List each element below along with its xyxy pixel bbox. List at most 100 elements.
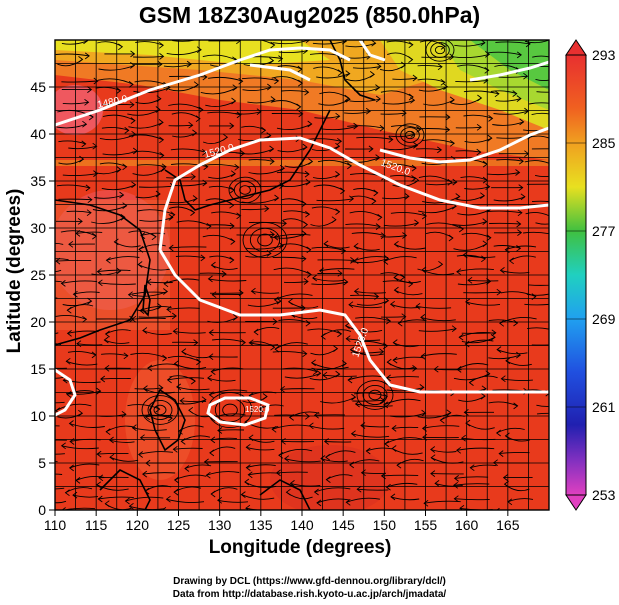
streamline-arrow [411,164,417,172]
streamline [393,356,425,361]
streamline [162,509,163,510]
streamline [180,400,207,403]
streamline [136,414,173,419]
streamline [176,386,210,391]
streamline-arrow [65,357,71,365]
streamline [524,160,549,164]
streamline-arrow [208,353,214,361]
streamline-arrow [377,213,383,221]
streamline [99,162,127,168]
streamline [381,316,406,318]
streamline [350,294,379,297]
streamline [531,344,549,346]
streamline-arrow [558,300,562,306]
streamline-arrow [92,142,98,150]
streamline [174,474,207,481]
streamline-arrow [389,300,395,308]
streamline-arrow [552,328,556,334]
streamline [209,389,248,396]
streamline [55,258,69,261]
streamline [312,173,340,180]
streamline-arrow [385,483,391,491]
vortex-streamline [434,45,446,55]
streamline [131,317,166,320]
streamline [163,63,192,68]
streamline-arrow [264,205,270,212]
streamline [173,330,206,334]
streamline-arrow [331,216,337,224]
streamline-arrow [333,345,339,352]
streamline [102,114,136,122]
vortex-streamline [362,384,388,406]
streamline [211,264,238,270]
streamline [208,173,236,179]
streamline-arrow [351,393,357,401]
streamline [357,488,389,491]
streamline-arrow [116,166,122,173]
streamline [272,256,306,260]
streamline [313,184,345,192]
streamline [166,307,200,310]
streamline [55,53,90,57]
streamline [247,300,282,307]
streamline-arrow [410,96,416,104]
streamline-arrow [304,88,310,96]
streamline-arrow [120,213,126,221]
streamline-arrow [201,148,207,156]
streamline [317,159,352,167]
streamline-arrow [421,212,427,220]
streamline [323,243,350,249]
streamline-arrow [188,121,194,129]
streamline-arrow [368,145,374,153]
streamline [487,51,522,56]
streamline-arrow [68,240,74,248]
streamline-arrow [456,268,462,276]
streamline-arrow [421,266,427,274]
streamline-arrow [85,184,91,192]
streamline-arrow [430,446,436,453]
streamline [272,424,310,430]
streamline-arrow [313,488,319,496]
streamline [355,403,393,407]
streamline-arrow [188,406,194,414]
streamline-arrow [513,402,519,410]
streamline [349,459,380,466]
streamline-arrow [423,499,429,507]
streamline [207,377,236,382]
colorbar: 293 285 277 269 261 253 [565,39,616,511]
streamline-arrow [37,245,41,251]
streamline [535,222,549,225]
streamline-arrow [487,134,493,142]
streamline-arrow [200,254,206,262]
streamline-arrow [105,428,111,436]
streamline-arrow [217,496,223,504]
streamline [531,200,549,203]
streamline-arrow [273,233,279,241]
streamline [56,123,87,129]
streamline-arrow [320,333,326,340]
streamline [456,195,485,201]
streamline-arrow [480,392,486,400]
streamline-arrow [236,111,242,119]
streamline-arrow [296,103,302,111]
streamline-arrow [66,306,72,314]
streamline-arrow [75,477,81,484]
streamline [380,90,414,98]
streamline-arrow [203,458,209,466]
x-tick-label: 145 [331,517,355,533]
streamline [174,363,207,370]
y-tick-label: 40 [30,126,46,142]
streamline-arrow [172,327,178,335]
data-credit: Data from http://database.rish.kyoto-u.a… [172,589,447,600]
colorbar-label: 285 [592,135,616,151]
streamline [283,281,309,284]
streamline [455,126,482,129]
streamline-arrow [230,238,236,245]
streamline [352,65,381,69]
streamline-arrow [337,69,343,77]
streamline [138,244,166,250]
streamline [138,315,177,318]
vortex-streamline [242,221,288,259]
streamline [55,401,65,404]
streamline [145,414,174,418]
